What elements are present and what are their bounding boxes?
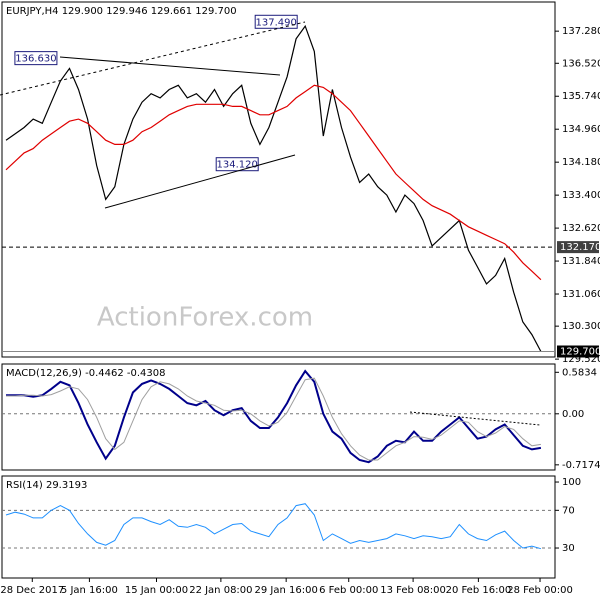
- y-tick-label: 131.840: [562, 256, 600, 267]
- y-tick-label: 70: [562, 505, 575, 516]
- x-tick-label: 6 Feb 00:00: [319, 585, 378, 596]
- panel-frame: [1, 363, 556, 471]
- annotation-label: 137.490: [256, 17, 297, 28]
- last-price-label: 129.700: [560, 347, 600, 358]
- y-tick-label: 132.620: [562, 223, 600, 234]
- y-tick-label: 131.060: [562, 289, 600, 300]
- y-tick-label: 0.5834: [562, 367, 597, 378]
- last-price-box: [557, 345, 599, 358]
- annotation-label: 136.630: [15, 54, 56, 65]
- y-tick-label: 100: [562, 477, 581, 488]
- annotation-box: [254, 14, 298, 29]
- y-tick-label: 30: [562, 543, 575, 554]
- x-tick-label: 5 Jan 16:00: [61, 585, 118, 596]
- x-tick-label: 15 Jan 00:00: [125, 585, 188, 596]
- panel-title: MACD(12,26,9) -0.4462 -0.4308: [6, 368, 166, 379]
- y-tick-label: 129.520: [562, 354, 600, 365]
- y-tick-label: 134.180: [562, 157, 600, 168]
- x-tick-label: 20 Feb 16:00: [446, 585, 512, 596]
- x-tick-label: 29 Jan 16:00: [254, 585, 317, 596]
- series-line: [6, 377, 541, 461]
- annotation-label: 134.120: [217, 160, 258, 171]
- trendline: [104, 154, 296, 209]
- y-tick-label: 133.400: [562, 190, 600, 201]
- trendline: [59, 56, 281, 76]
- series-line: [5, 84, 542, 281]
- x-tick-label: 13 Feb 08:00: [380, 585, 446, 596]
- panel-frame: [1, 475, 556, 579]
- trendline: [0, 21, 306, 96]
- y-tick-label: 136.520: [562, 58, 600, 69]
- y-tick-label: 135.740: [562, 91, 600, 102]
- y-tick-label: 0.00: [562, 409, 584, 420]
- y-tick-label: 137.280: [562, 26, 600, 37]
- trendlines: [0, 21, 541, 426]
- series-line: [6, 369, 542, 464]
- panel-frame: [1, 1, 556, 358]
- x-tick-label: 28 Feb 00:00: [507, 585, 573, 596]
- trendline: [409, 411, 541, 426]
- x-tick-label: 28 Dec 2017: [0, 585, 64, 596]
- y-tick-label: 130.300: [562, 321, 600, 332]
- series-line: [5, 503, 542, 550]
- level-label: 132.170: [560, 242, 600, 253]
- watermark: ActionForex.com: [97, 303, 313, 333]
- panel-title: EURJPY,H4 129.900 129.946 129.661 129.70…: [6, 6, 237, 17]
- x-tick-label: 22 Jan 08:00: [189, 585, 252, 596]
- level-label-box: [557, 241, 599, 254]
- annotation-box: [14, 51, 58, 66]
- y-tick-label: 134.960: [562, 124, 600, 135]
- panel-title: RSI(14) 29.3193: [6, 480, 87, 491]
- y-tick-label: -0.7174: [562, 460, 600, 471]
- series-line: [5, 24, 542, 352]
